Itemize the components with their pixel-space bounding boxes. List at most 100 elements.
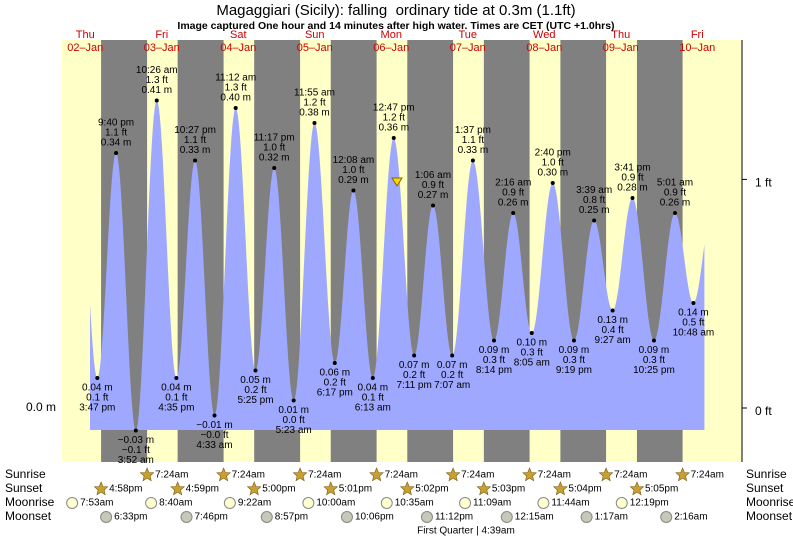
- tide-point: [450, 353, 455, 358]
- tide-label: 8:05 am: [514, 358, 550, 369]
- tide-label: −0.03 m: [118, 435, 154, 446]
- row-label: Moonset: [746, 509, 793, 523]
- tide-label: −0.01 m: [196, 420, 232, 431]
- tide-label: 10:26 am: [136, 65, 178, 76]
- moonrise-time: 11:09am: [473, 498, 511, 509]
- sun-icon: [292, 467, 308, 482]
- tide-label: 1:37 pm: [455, 125, 491, 136]
- sunset-time: 5:03pm: [492, 484, 525, 495]
- sun-icon: [369, 467, 384, 482]
- sun-icon: [170, 481, 186, 496]
- day-date: 07–Jan: [450, 42, 486, 54]
- day-name: Fri: [155, 29, 168, 41]
- day-name: Wed: [533, 29, 555, 41]
- tide-label: 0.0 ft: [283, 415, 305, 426]
- tide-area: [90, 100, 705, 431]
- y2-tick-label: 0 ft: [755, 404, 772, 418]
- tide-label: 0.27 m: [418, 190, 449, 201]
- tide-label: 0.25 m: [579, 205, 610, 216]
- tide-label: 12:08 am: [333, 155, 375, 166]
- moon-icon: [420, 511, 433, 523]
- sun-icon: [139, 467, 155, 482]
- tide-label: 0.30 m: [537, 168, 568, 179]
- tide-label: 0.05 m: [240, 375, 271, 386]
- tide-label: 1.1 ft: [184, 135, 206, 146]
- tide-point: [291, 398, 296, 403]
- tide-label: 0.3 ft: [643, 355, 665, 366]
- row-label: Sunset: [746, 481, 784, 495]
- tide-label: 0.36 m: [378, 123, 409, 134]
- tide-label: 11:55 am: [294, 88, 335, 99]
- tide-label: 0.5 ft: [682, 318, 704, 329]
- sun-icon: [598, 467, 614, 482]
- tide-label: 0.33 m: [180, 145, 211, 156]
- tide-layer: [90, 100, 705, 431]
- tide-point: [691, 301, 696, 305]
- tide-label: 9:19 pm: [556, 365, 592, 376]
- tide-label: 0.26 m: [498, 198, 529, 209]
- tide-point: [154, 98, 159, 103]
- moon-icon: [537, 497, 550, 509]
- tide-label: 0.9 ft: [664, 188, 686, 199]
- tide-label: 0.2 ft: [403, 370, 425, 381]
- sunrise-time: 7:24am: [691, 470, 724, 481]
- tide-label: 0.14 m: [678, 308, 709, 319]
- tide-label: 0.26 m: [660, 198, 691, 209]
- day-name: Thu: [611, 29, 630, 41]
- sunrise-time: 7:24am: [538, 470, 571, 481]
- sunrise-time: 7:24am: [385, 470, 418, 481]
- moon-icon: [223, 497, 236, 509]
- tide-point: [412, 353, 417, 358]
- row-label: Moonset: [5, 509, 52, 523]
- moonset-time: 10:06pm: [355, 512, 394, 523]
- moonset-time: 1:17am: [595, 512, 628, 523]
- tide-label: 0.3 ft: [483, 355, 505, 366]
- day-date: 06–Jan: [373, 42, 409, 54]
- tide-label: 1.1 ft: [462, 135, 484, 146]
- y2-tick-label: 1 ft: [755, 176, 772, 190]
- tide-label: 0.2 ft: [324, 378, 346, 389]
- day-name: Sat: [230, 29, 247, 41]
- day-date: 04–Jan: [220, 42, 256, 54]
- sun-icon: [629, 481, 645, 496]
- moonset-time: 6:33pm: [114, 512, 147, 523]
- row-label: Sunset: [5, 481, 43, 495]
- tide-label: 8:14 pm: [476, 365, 512, 376]
- moonset-time: 11:12pm: [435, 512, 473, 523]
- moon-icon: [66, 497, 79, 509]
- tide-point: [370, 376, 375, 380]
- day-name: Tue: [458, 29, 477, 41]
- sun-icon: [675, 467, 690, 482]
- day-date: 03–Jan: [144, 42, 180, 54]
- sunset-time: 5:04pm: [568, 484, 601, 495]
- sunrise-time: 7:24am: [461, 470, 494, 481]
- tide-label: 0.2 ft: [244, 385, 266, 396]
- tide-label: 3:41 pm: [614, 163, 650, 174]
- tide-point: [212, 413, 217, 418]
- moonset-time: 7:46pm: [195, 512, 228, 523]
- moonset-time: 12:15am: [515, 512, 554, 523]
- tide-label: 0.28 m: [617, 183, 648, 194]
- tide-point: [571, 338, 576, 343]
- sun-icon: [552, 481, 568, 496]
- tide-point: [114, 151, 119, 155]
- tide-label: 10:48 am: [673, 328, 715, 339]
- sunrise-time: 7:24am: [308, 470, 341, 481]
- tide-label: 0.29 m: [338, 175, 369, 186]
- y-tick-label: 0.0 m: [26, 400, 56, 414]
- tide-label: 4:35 pm: [158, 403, 194, 414]
- tide-point: [491, 338, 496, 343]
- now-marker: [391, 177, 403, 187]
- moon-icon: [660, 511, 673, 523]
- tide-point: [550, 181, 555, 185]
- tide-point: [511, 211, 516, 215]
- tide-label: 0.07 m: [399, 360, 430, 371]
- day-name: Mon: [381, 29, 402, 41]
- tide-point: [133, 428, 138, 433]
- tide-label: 0.09 m: [479, 345, 510, 356]
- tide-point: [174, 376, 179, 380]
- sunset-time: 4:59pm: [186, 484, 219, 495]
- tide-point: [193, 158, 198, 163]
- day-date: 05–Jan: [297, 42, 333, 54]
